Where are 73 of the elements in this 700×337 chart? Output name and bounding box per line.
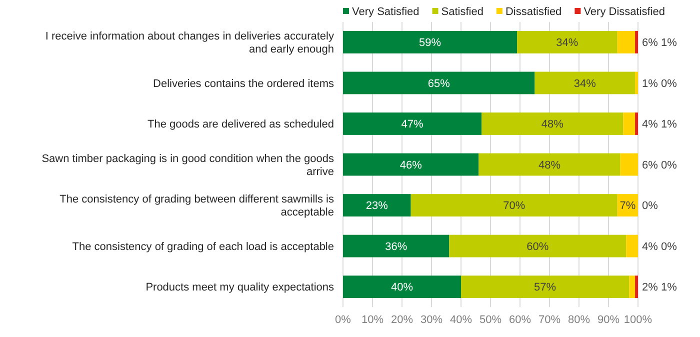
bar (410, 194, 618, 216)
text: 34% (574, 78, 596, 90)
legend-label: Satisfied (441, 6, 484, 18)
y-tick-label: The goods are delivered as scheduled (147, 118, 334, 131)
bar (635, 72, 638, 94)
bar (482, 112, 624, 135)
text: 2% (642, 282, 658, 294)
bar (449, 234, 626, 258)
x-tick-label: 40% (450, 314, 472, 326)
bar (343, 72, 535, 94)
text: 34% (556, 37, 578, 50)
text: 40% (390, 282, 414, 294)
bar (620, 153, 638, 176)
text: 7% (620, 200, 636, 212)
text: 46% (400, 159, 422, 172)
y-tick-label: The consistency of grading of each load is acceptable (72, 240, 334, 253)
text: 0% (661, 159, 677, 172)
text: 0% (661, 240, 677, 253)
text: 65% (428, 78, 450, 90)
x-tick-label: 20% (390, 314, 414, 326)
legend-label: Dissatisfied (505, 6, 562, 18)
text: 1% (661, 37, 677, 50)
text: 57% (534, 282, 556, 294)
x-tick-label: 70% (538, 314, 561, 326)
legend-label: Very Satisfied (352, 6, 420, 18)
legend-label: Very Dissatisfied (584, 6, 665, 18)
x-tick-label: 100% (624, 314, 652, 326)
x-tick-label: 60% (508, 314, 532, 326)
bar (626, 234, 638, 258)
text: 1% (661, 118, 677, 131)
bar (635, 276, 638, 298)
text: 0% (661, 78, 677, 90)
text: 48% (541, 118, 564, 131)
x-tick-label: 30% (420, 314, 443, 326)
text: 70% (503, 200, 526, 212)
text: 60% (526, 240, 549, 253)
bar (635, 112, 638, 135)
bar (461, 276, 630, 298)
bar (617, 30, 636, 54)
x-tick-label: 80% (568, 314, 590, 326)
bar (635, 30, 638, 54)
bar (517, 30, 618, 54)
text: 59% (419, 37, 442, 50)
text: 6% (642, 159, 658, 172)
bar (629, 276, 636, 298)
text: 1% (661, 282, 677, 294)
bar (343, 30, 518, 54)
y-tick-label: Sawn timber packaging is in good condition when the goods arrive (42, 152, 334, 178)
y-tick-label: Products meet my quality expectations (146, 282, 334, 294)
bar (478, 153, 620, 176)
text: 48% (538, 159, 561, 172)
text: 1% (642, 78, 658, 90)
bar (534, 72, 636, 94)
bar (343, 276, 461, 298)
x-tick-label: 90% (597, 314, 620, 326)
x-tick-label: 10% (361, 314, 384, 326)
text: 23% (366, 200, 388, 212)
y-tick-label: I receive information about changes in deliveries accurately and early enough (45, 30, 334, 56)
y-tick-label: The consistency of grading between different sawmills is acceptable (60, 194, 334, 219)
bar (343, 194, 411, 216)
y-tick-label: Deliveries contains the ordered items (153, 78, 334, 90)
bar (343, 112, 482, 135)
bar (343, 234, 450, 258)
text: 47% (401, 118, 424, 131)
text: 0% (642, 200, 658, 212)
text: 36% (385, 240, 408, 253)
text: 4% (642, 240, 658, 253)
bar (343, 153, 479, 176)
x-tick-label: 50% (479, 314, 502, 326)
x-tick-label: 0% (335, 314, 352, 326)
bar (623, 112, 636, 135)
text: 6% (642, 37, 658, 50)
text: 4% (642, 118, 658, 131)
